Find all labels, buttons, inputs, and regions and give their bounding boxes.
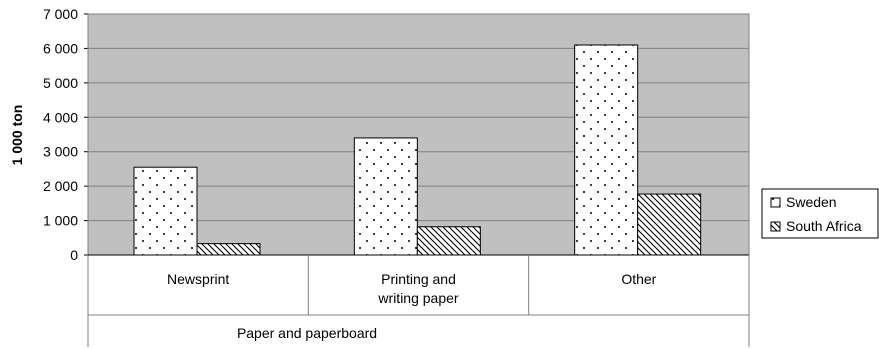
legend-swatch bbox=[770, 221, 781, 232]
bars bbox=[133, 44, 702, 256]
bar-south-africa bbox=[416, 226, 481, 256]
category-labels: Newsprint Printing and writing paper Other bbox=[167, 271, 657, 306]
legend-box bbox=[761, 188, 879, 239]
y-tick-label: 5 000 bbox=[43, 75, 78, 91]
bar-sweden bbox=[133, 166, 198, 256]
x-tick-label: Other bbox=[621, 271, 656, 287]
legend-label: South Africa bbox=[786, 218, 862, 234]
y-tick-labels: 0 1 000 2 000 3 000 4 000 5 000 6 000 7 000 bbox=[43, 6, 78, 263]
x-axis-group-label: Paper and paperboard bbox=[237, 325, 377, 341]
x-tick-label: Newsprint bbox=[167, 271, 229, 287]
y-tick-label: 4 000 bbox=[43, 109, 78, 125]
y-tick-label: 6 000 bbox=[43, 40, 78, 56]
legend: Sweden South Africa bbox=[761, 188, 879, 239]
y-tick-label: 7 000 bbox=[43, 6, 78, 22]
x-tick-label: writing paper bbox=[377, 290, 458, 306]
legend-swatch bbox=[770, 197, 781, 208]
x-tick-label: Printing and bbox=[381, 271, 456, 287]
legend-label: Sweden bbox=[786, 194, 837, 210]
y-tick-label: 2 000 bbox=[43, 178, 78, 194]
y-axis-label: 1 000 ton bbox=[9, 105, 25, 166]
bar-sweden bbox=[353, 137, 418, 256]
bar-south-africa bbox=[637, 193, 702, 256]
bar-sweden bbox=[574, 44, 639, 256]
axes bbox=[84, 13, 750, 347]
y-tick-label: 1 000 bbox=[43, 213, 78, 229]
bar-south-africa bbox=[196, 243, 261, 256]
y-tick-label: 0 bbox=[70, 247, 78, 263]
y-tick-label: 3 000 bbox=[43, 144, 78, 160]
